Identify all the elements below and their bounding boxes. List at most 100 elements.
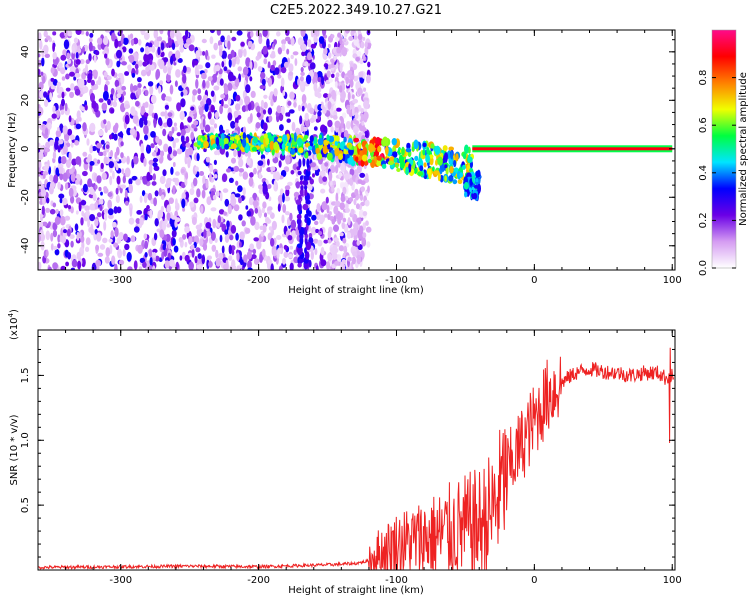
colorbar-tick-label: 0.4 [698, 165, 709, 181]
noise-cell [328, 211, 332, 216]
snr-panel: -300 -200 -100 0 100 0.5 1.0 1.5 Height of stra… [7, 309, 682, 596]
signal-cell [223, 137, 229, 145]
noise-cell [118, 259, 125, 265]
noise-cell [310, 226, 317, 236]
noise-cell [191, 216, 197, 226]
noise-cell [98, 151, 104, 156]
noise-cell [228, 58, 232, 68]
noise-cell [347, 217, 351, 226]
noise-cell [285, 36, 291, 42]
noise-cell [180, 168, 185, 174]
signal-cell [382, 136, 389, 147]
noise-cell [229, 234, 234, 241]
noise-cell [221, 50, 228, 60]
noise-cell [256, 105, 261, 113]
noise-cell [158, 187, 162, 197]
noise-cell [351, 94, 355, 100]
signal-cell [452, 179, 458, 185]
noise-cell [96, 232, 102, 242]
noise-cell [102, 237, 108, 244]
signal-cell [376, 159, 381, 167]
noise-cell [143, 233, 148, 240]
noise-cell [321, 201, 328, 211]
signal-cell [315, 147, 320, 155]
y-tick-label: 1.0 [20, 432, 31, 448]
noise-cell [80, 199, 87, 206]
noise-cell [349, 177, 354, 186]
noise-cell [239, 258, 244, 266]
noise-cell [168, 37, 173, 46]
signal-cell [391, 138, 397, 146]
noise-cell [164, 260, 170, 269]
noise-cell [160, 194, 165, 200]
y-tick-label: -20 [20, 189, 31, 205]
noise-cell [120, 152, 124, 159]
noise-cell [56, 81, 62, 88]
noise-cell [85, 237, 91, 246]
noise-cell [234, 77, 240, 88]
noise-cell [182, 234, 187, 240]
signal-cell [234, 135, 239, 140]
noise-cell [213, 85, 220, 91]
noise-cell [352, 125, 359, 134]
noise-cell [289, 245, 294, 250]
noise-cell [324, 213, 328, 218]
noise-cell [362, 36, 366, 41]
noise-cell [89, 214, 96, 222]
noise-cell [81, 257, 86, 268]
noise-cell [89, 187, 94, 195]
noise-cell [334, 81, 338, 88]
noise-cell [149, 209, 153, 219]
noise-cell [151, 151, 157, 157]
noise-cell [205, 156, 211, 163]
noise-cell [287, 181, 293, 186]
noise-cell [173, 126, 178, 132]
noise-cell [98, 98, 104, 103]
noise-cell [57, 146, 61, 153]
noise-cell [287, 235, 293, 241]
noise-cell [143, 207, 149, 218]
noise-cell [142, 61, 148, 67]
noise-cell [277, 47, 283, 55]
noise-cell [364, 41, 368, 48]
noise-cell [205, 178, 209, 189]
noise-cell [314, 220, 319, 226]
noise-cell [282, 90, 286, 97]
noise-cell [357, 114, 361, 121]
noise-cell [166, 204, 172, 213]
noise-cell [79, 231, 82, 238]
noise-cell [328, 64, 332, 70]
x-tick-label: -100 [385, 275, 408, 286]
signal-cell [376, 155, 382, 161]
noise-cell [233, 110, 239, 118]
noise-cell [267, 158, 270, 166]
noise-cell [235, 103, 241, 111]
signal-cell [437, 156, 443, 166]
x-tick-label: 0 [531, 275, 537, 286]
noise-cell [100, 198, 104, 205]
noise-cell [363, 100, 369, 109]
noise-cell [248, 196, 254, 206]
noise-cell [188, 261, 194, 270]
noise-cell [199, 238, 204, 247]
snr-ylabel: SNR (10 * v/v) [9, 414, 20, 485]
noise-cell [214, 111, 219, 120]
noise-cell [203, 147, 207, 153]
noise-cell [287, 100, 292, 106]
noise-cell [135, 68, 139, 75]
signal-cell [444, 164, 448, 169]
noise-cell [68, 187, 74, 198]
noise-cell [171, 126, 175, 134]
noise-cell [247, 151, 251, 159]
signal-cell [309, 135, 314, 143]
streak-cell [298, 257, 305, 263]
noise-cell [114, 79, 120, 88]
noise-cell [106, 75, 112, 80]
noise-cell [105, 144, 110, 149]
noise-cell [268, 226, 273, 231]
noise-cell [231, 36, 237, 42]
noise-cell [293, 101, 297, 108]
noise-cell [182, 207, 186, 212]
noise-cell [273, 39, 277, 45]
noise-cell [271, 50, 276, 58]
